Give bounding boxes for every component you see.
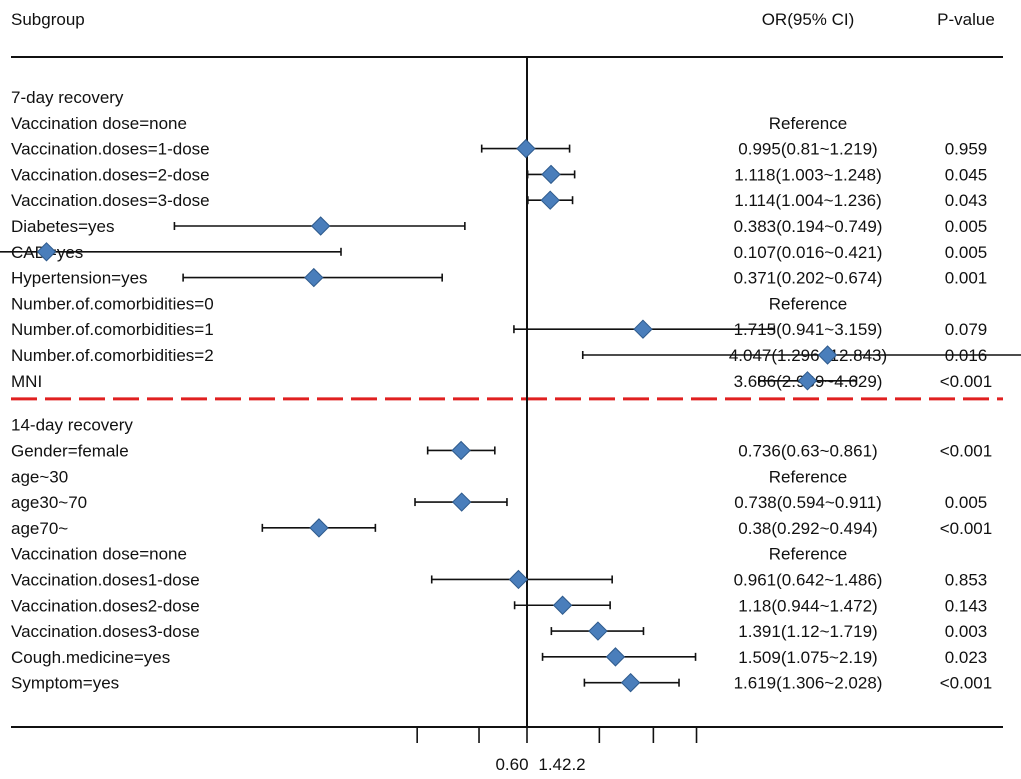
row-or-ci: 1.118(1.003~1.248) bbox=[734, 165, 882, 184]
row-p-value: 0.005 bbox=[945, 493, 988, 512]
row-p-value: 0.005 bbox=[945, 217, 988, 236]
or-point bbox=[451, 440, 471, 461]
or-point bbox=[451, 492, 472, 512]
row-label: Number.of.comorbidities=1 bbox=[11, 320, 214, 339]
or-point bbox=[588, 621, 608, 641]
row-label: Vaccination.doses=1-dose bbox=[11, 140, 210, 159]
row-label: Vaccination.doses1-dose bbox=[11, 570, 200, 589]
row-or-ci: 1.391(1.12~1.719) bbox=[738, 622, 877, 641]
or-point bbox=[516, 138, 536, 159]
row-or-ci: 1.715(0.941~3.159) bbox=[734, 320, 883, 339]
or-point bbox=[633, 319, 653, 339]
row-or-ci: 1.509(1.075~2.19) bbox=[738, 648, 877, 667]
row-p-value: 0.005 bbox=[945, 243, 988, 262]
header-or-ci: OR(95% CI) bbox=[762, 10, 855, 29]
row-label: age~30 bbox=[11, 467, 68, 486]
row-label: age70~ bbox=[11, 519, 68, 538]
or-point bbox=[310, 216, 331, 236]
header-p-value: P-value bbox=[937, 10, 995, 29]
row-p-value: 0.045 bbox=[945, 165, 988, 184]
or-point bbox=[540, 190, 560, 210]
row-label: Number.of.comorbidities=2 bbox=[11, 346, 214, 365]
row-label: Diabetes=yes bbox=[11, 217, 114, 236]
row-label: Gender=female bbox=[11, 441, 129, 460]
section-title: 14-day recovery bbox=[11, 416, 133, 435]
row-or-ci: 1.114(1.004~1.236) bbox=[734, 191, 882, 210]
header-subgroup: Subgroup bbox=[11, 10, 85, 29]
row-or-ci: 0.736(0.63~0.861) bbox=[738, 441, 877, 460]
row-label: Hypertension=yes bbox=[11, 269, 148, 288]
row-label: Vaccination dose=none bbox=[11, 545, 187, 564]
row-p-value: <0.001 bbox=[940, 519, 992, 538]
row-or-ci: 0.371(0.202~0.674) bbox=[734, 269, 883, 288]
row-p-value: 0.001 bbox=[945, 269, 988, 288]
row-or-ci: Reference bbox=[769, 114, 847, 133]
row-label: Symptom=yes bbox=[11, 674, 119, 693]
row-or-ci: 0.995(0.81~1.219) bbox=[738, 140, 877, 159]
row-or-ci: 0.107(0.016~0.421) bbox=[734, 243, 883, 262]
or-point bbox=[309, 518, 329, 538]
row-p-value: 0.853 bbox=[945, 570, 988, 589]
row-label: Vaccination dose=none bbox=[11, 114, 187, 133]
row-or-ci: 0.738(0.594~0.911) bbox=[734, 493, 882, 512]
row-label: Number.of.comorbidities=0 bbox=[11, 294, 214, 313]
row-label: Vaccination.doses=2-dose bbox=[11, 165, 210, 184]
or-point bbox=[605, 647, 626, 667]
row-p-value: <0.001 bbox=[940, 674, 992, 693]
or-point bbox=[508, 569, 529, 590]
row-label: Vaccination.doses=3-dose bbox=[11, 191, 210, 210]
row-label: Cough.medicine=yes bbox=[11, 648, 170, 667]
row-or-ci: 1.619(1.306~2.028) bbox=[734, 674, 883, 693]
x-tick-label-low: 0.60 bbox=[495, 755, 528, 774]
row-p-value: 0.143 bbox=[945, 596, 988, 615]
row-p-value: 0.959 bbox=[945, 140, 988, 159]
row-p-value: <0.001 bbox=[940, 372, 992, 391]
x-tick-label-high: 1.42.2 bbox=[538, 755, 585, 774]
row-p-value: 0.079 bbox=[945, 320, 988, 339]
or-point bbox=[541, 164, 561, 185]
row-label: Vaccination.doses3-dose bbox=[11, 622, 200, 641]
or-point bbox=[304, 267, 324, 288]
row-label: age30~70 bbox=[11, 493, 87, 512]
or-point bbox=[620, 672, 641, 693]
row-p-value: 0.023 bbox=[945, 648, 988, 667]
row-or-ci: Reference bbox=[769, 545, 847, 564]
row-p-value: 0.003 bbox=[945, 622, 988, 641]
row-or-ci: Reference bbox=[769, 294, 847, 313]
row-p-value: <0.001 bbox=[940, 441, 992, 460]
row-or-ci: Reference bbox=[769, 467, 847, 486]
row-or-ci: 1.18(0.944~1.472) bbox=[738, 596, 877, 615]
row-label: Vaccination.doses2-dose bbox=[11, 596, 200, 615]
row-or-ci: 0.961(0.642~1.486) bbox=[734, 570, 883, 589]
or-point bbox=[552, 595, 573, 615]
or-point bbox=[36, 242, 57, 262]
or-point bbox=[797, 371, 818, 391]
or-point bbox=[817, 345, 838, 365]
row-or-ci: 0.38(0.292~0.494) bbox=[738, 519, 877, 538]
row-p-value: 0.043 bbox=[945, 191, 988, 210]
row-label: MNI bbox=[11, 372, 42, 391]
section-title: 7-day recovery bbox=[11, 88, 124, 107]
row-or-ci: 0.383(0.194~0.749) bbox=[734, 217, 883, 236]
